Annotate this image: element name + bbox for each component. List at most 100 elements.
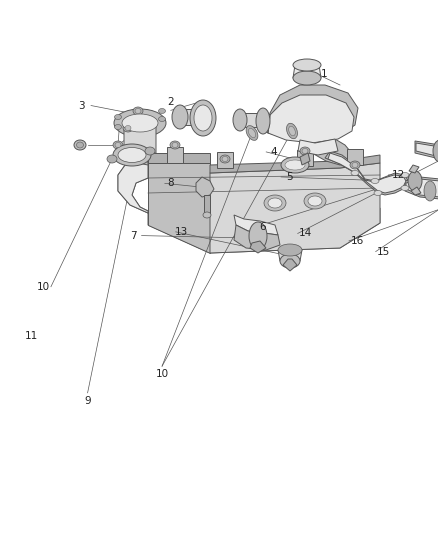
Text: 1: 1 — [321, 69, 328, 78]
Polygon shape — [268, 95, 354, 143]
Text: 4: 4 — [271, 147, 278, 157]
Text: 11: 11 — [25, 331, 38, 341]
Ellipse shape — [278, 244, 302, 256]
Ellipse shape — [190, 100, 216, 136]
Ellipse shape — [115, 142, 121, 148]
Polygon shape — [234, 225, 280, 250]
Ellipse shape — [371, 179, 379, 183]
Ellipse shape — [77, 142, 84, 148]
Ellipse shape — [352, 163, 358, 167]
Polygon shape — [148, 153, 210, 163]
Ellipse shape — [293, 59, 321, 71]
Polygon shape — [260, 109, 270, 133]
Polygon shape — [196, 177, 214, 197]
Ellipse shape — [280, 254, 300, 268]
Text: 3: 3 — [78, 101, 85, 110]
Polygon shape — [124, 125, 156, 155]
Ellipse shape — [408, 171, 422, 191]
Ellipse shape — [286, 123, 297, 139]
Ellipse shape — [107, 155, 117, 163]
Ellipse shape — [159, 109, 166, 114]
Polygon shape — [283, 259, 297, 271]
Ellipse shape — [351, 163, 359, 167]
Ellipse shape — [285, 160, 305, 170]
Ellipse shape — [122, 114, 158, 132]
Polygon shape — [416, 143, 438, 161]
Ellipse shape — [113, 141, 123, 149]
Text: 14: 14 — [299, 229, 312, 238]
Ellipse shape — [203, 212, 211, 218]
Text: 2: 2 — [167, 98, 174, 107]
Polygon shape — [298, 139, 338, 155]
Ellipse shape — [374, 190, 382, 196]
Ellipse shape — [114, 115, 121, 119]
Polygon shape — [250, 241, 266, 253]
Ellipse shape — [222, 157, 228, 161]
Text: 16: 16 — [350, 236, 364, 246]
Polygon shape — [325, 151, 408, 195]
Ellipse shape — [123, 124, 133, 132]
Ellipse shape — [308, 196, 322, 206]
Polygon shape — [406, 179, 438, 199]
Polygon shape — [210, 163, 380, 253]
Ellipse shape — [304, 193, 326, 209]
Polygon shape — [293, 65, 321, 78]
Polygon shape — [415, 141, 438, 163]
Text: 15: 15 — [377, 247, 390, 256]
Polygon shape — [328, 153, 406, 193]
Text: 10: 10 — [155, 369, 169, 379]
Ellipse shape — [220, 155, 230, 163]
Ellipse shape — [74, 140, 86, 150]
Ellipse shape — [194, 105, 212, 131]
Ellipse shape — [281, 157, 309, 173]
Polygon shape — [148, 208, 380, 253]
Polygon shape — [118, 155, 148, 213]
Ellipse shape — [135, 109, 141, 114]
Text: 5: 5 — [286, 172, 293, 182]
Polygon shape — [268, 85, 358, 140]
Ellipse shape — [248, 128, 256, 138]
Ellipse shape — [401, 185, 409, 190]
Polygon shape — [118, 161, 148, 213]
Polygon shape — [278, 250, 302, 261]
Ellipse shape — [249, 222, 267, 250]
Ellipse shape — [246, 126, 258, 140]
Polygon shape — [405, 177, 438, 201]
Ellipse shape — [133, 107, 143, 115]
Ellipse shape — [433, 140, 438, 162]
Ellipse shape — [268, 198, 282, 208]
Polygon shape — [204, 195, 210, 215]
Ellipse shape — [125, 125, 131, 131]
Ellipse shape — [351, 171, 359, 175]
Ellipse shape — [256, 108, 270, 134]
Polygon shape — [167, 147, 183, 163]
Ellipse shape — [172, 105, 188, 129]
Ellipse shape — [302, 149, 308, 154]
Ellipse shape — [113, 144, 151, 166]
Text: 10: 10 — [36, 282, 49, 292]
Ellipse shape — [170, 141, 180, 149]
Polygon shape — [409, 165, 419, 173]
Text: 8: 8 — [167, 179, 174, 188]
Ellipse shape — [289, 126, 295, 136]
Ellipse shape — [233, 109, 247, 131]
Polygon shape — [411, 187, 421, 195]
Ellipse shape — [300, 147, 310, 155]
Ellipse shape — [145, 147, 155, 155]
Ellipse shape — [114, 125, 121, 130]
Ellipse shape — [172, 142, 178, 148]
Ellipse shape — [114, 109, 166, 137]
Text: 7: 7 — [130, 231, 137, 240]
Ellipse shape — [350, 161, 360, 169]
Polygon shape — [240, 113, 263, 127]
Polygon shape — [234, 215, 278, 235]
Polygon shape — [347, 149, 363, 165]
Ellipse shape — [424, 181, 436, 201]
Ellipse shape — [264, 195, 286, 211]
Ellipse shape — [159, 117, 166, 122]
Ellipse shape — [401, 173, 409, 177]
Text: 9: 9 — [84, 396, 91, 406]
Polygon shape — [180, 109, 203, 125]
Polygon shape — [300, 153, 310, 165]
Ellipse shape — [293, 71, 321, 85]
